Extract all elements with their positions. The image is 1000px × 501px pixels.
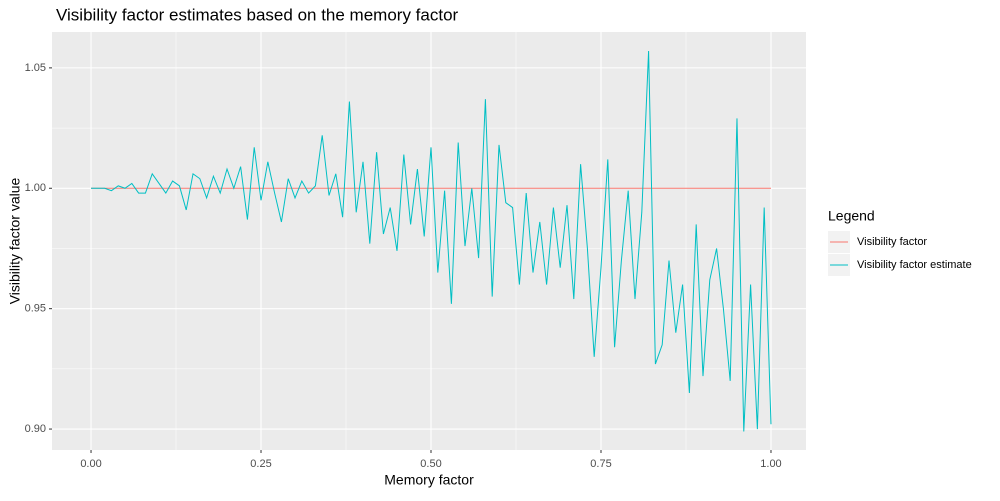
legend-title: Legend: [828, 208, 875, 224]
x-tick-label: 1.00: [760, 458, 781, 470]
y-tick-label: 0.90: [25, 423, 46, 435]
chart-title: Visibility factor estimates based on the…: [56, 5, 459, 24]
legend-label: Visibility factor estimate: [857, 259, 972, 271]
panel: [52, 32, 806, 450]
y-tick-label: 0.95: [25, 303, 46, 315]
legend-label: Visibility factor: [857, 236, 927, 248]
x-axis-label: Memory factor: [384, 472, 474, 488]
x-tick-label: 0.25: [250, 458, 271, 470]
y-tick-label: 1.05: [25, 62, 46, 74]
x-tick-label: 0.50: [420, 458, 441, 470]
series-line: [91, 50, 772, 432]
x-tick-label: 0.00: [80, 458, 101, 470]
y-tick-label: 1.00: [25, 182, 46, 194]
y-axis-label: Visibility factor value: [7, 178, 23, 305]
x-tick-label: 0.75: [590, 458, 611, 470]
